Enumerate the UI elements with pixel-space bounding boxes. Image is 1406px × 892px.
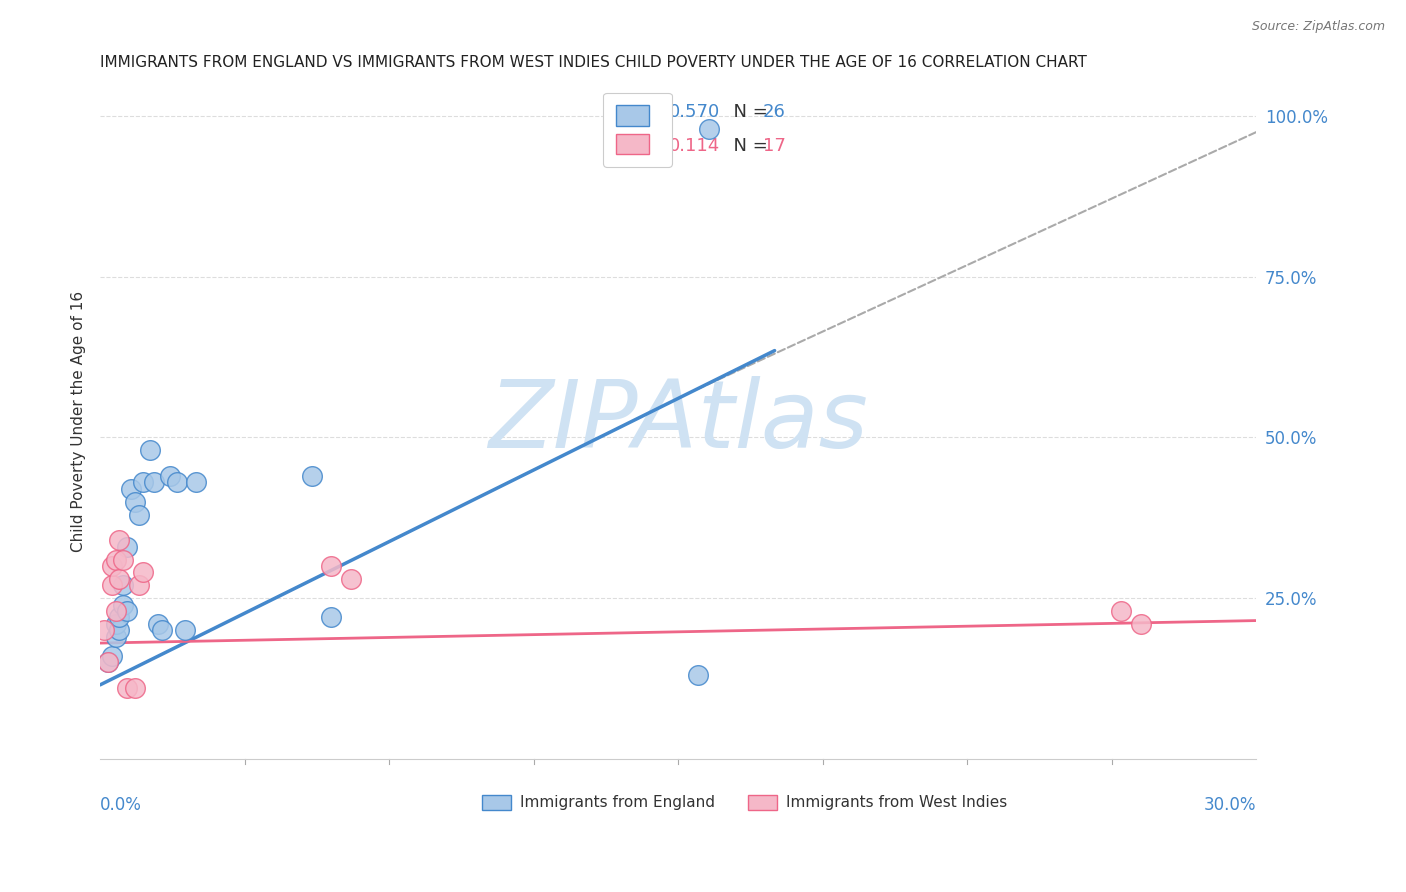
Point <box>100 558 122 573</box>
Point <box>139 443 162 458</box>
Point <box>104 552 127 566</box>
Point <box>112 552 135 566</box>
Point <box>100 648 122 663</box>
Text: R =: R = <box>631 136 676 155</box>
FancyBboxPatch shape <box>748 796 776 810</box>
Text: 0.570: 0.570 <box>669 103 720 121</box>
Point <box>124 681 146 695</box>
Text: Source: ZipAtlas.com: Source: ZipAtlas.com <box>1251 20 1385 33</box>
Y-axis label: Child Poverty Under the Age of 16: Child Poverty Under the Age of 16 <box>72 291 86 552</box>
Point <box>174 624 197 638</box>
Point <box>108 533 131 548</box>
Text: 0.114: 0.114 <box>669 136 720 155</box>
Point <box>131 566 153 580</box>
Text: Immigrants from West Indies: Immigrants from West Indies <box>786 795 1007 810</box>
Point <box>143 475 166 490</box>
Point <box>150 624 173 638</box>
Point <box>100 578 122 592</box>
Text: 17: 17 <box>762 136 786 155</box>
Text: N =: N = <box>723 136 773 155</box>
Point <box>104 630 127 644</box>
Point <box>301 469 323 483</box>
Text: 0.0%: 0.0% <box>100 796 142 814</box>
Text: N =: N = <box>723 103 773 121</box>
Point <box>1129 616 1152 631</box>
Point <box>112 578 135 592</box>
Point <box>321 610 343 624</box>
Point <box>115 540 138 554</box>
Point <box>124 494 146 508</box>
Point <box>104 616 127 631</box>
Point <box>108 610 131 624</box>
Point <box>186 475 208 490</box>
Point <box>159 469 181 483</box>
Point <box>321 558 343 573</box>
Point <box>115 604 138 618</box>
Point <box>131 475 153 490</box>
Text: 30.0%: 30.0% <box>1204 796 1257 814</box>
FancyBboxPatch shape <box>482 796 510 810</box>
Point <box>686 668 709 682</box>
Point <box>146 616 169 631</box>
Point <box>128 508 150 522</box>
Point <box>97 656 120 670</box>
Point <box>108 624 131 638</box>
Point <box>112 598 135 612</box>
Text: 26: 26 <box>762 103 786 121</box>
Point <box>697 121 720 136</box>
Point <box>166 475 188 490</box>
Legend: , : , <box>603 93 672 167</box>
Point <box>1111 604 1133 618</box>
Text: R =: R = <box>631 103 671 121</box>
Point <box>97 656 120 670</box>
Text: Immigrants from England: Immigrants from England <box>520 795 714 810</box>
Point <box>120 482 142 496</box>
Point <box>104 604 127 618</box>
Point <box>93 624 115 638</box>
Text: ZIPAtlas: ZIPAtlas <box>488 376 868 467</box>
Point <box>115 681 138 695</box>
Point <box>339 572 361 586</box>
Point <box>128 578 150 592</box>
Point <box>108 572 131 586</box>
Text: IMMIGRANTS FROM ENGLAND VS IMMIGRANTS FROM WEST INDIES CHILD POVERTY UNDER THE A: IMMIGRANTS FROM ENGLAND VS IMMIGRANTS FR… <box>100 55 1087 70</box>
